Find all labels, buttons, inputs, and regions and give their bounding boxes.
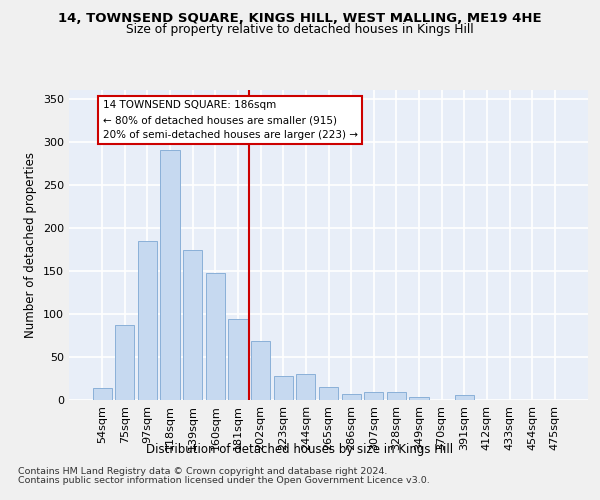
- Bar: [206, 274, 225, 400]
- Bar: [92, 388, 112, 400]
- Text: 14, TOWNSEND SQUARE, KINGS HILL, WEST MALLING, ME19 4HE: 14, TOWNSEND SQUARE, KINGS HILL, WEST MA…: [58, 12, 542, 26]
- Bar: [409, 398, 428, 400]
- Bar: [341, 394, 361, 400]
- Text: Contains HM Land Registry data © Crown copyright and database right 2024.: Contains HM Land Registry data © Crown c…: [18, 467, 388, 476]
- Bar: [455, 395, 474, 400]
- Bar: [296, 374, 316, 400]
- Bar: [183, 250, 202, 400]
- Text: Distribution of detached houses by size in Kings Hill: Distribution of detached houses by size …: [146, 442, 454, 456]
- Bar: [319, 387, 338, 400]
- Text: 14 TOWNSEND SQUARE: 186sqm
← 80% of detached houses are smaller (915)
20% of sem: 14 TOWNSEND SQUARE: 186sqm ← 80% of deta…: [103, 100, 358, 140]
- Bar: [229, 319, 248, 400]
- Bar: [387, 392, 406, 400]
- Text: Size of property relative to detached houses in Kings Hill: Size of property relative to detached ho…: [126, 22, 474, 36]
- Bar: [274, 376, 293, 400]
- Bar: [138, 240, 157, 400]
- Bar: [364, 392, 383, 400]
- Bar: [115, 325, 134, 400]
- Bar: [160, 150, 180, 400]
- Text: Contains public sector information licensed under the Open Government Licence v3: Contains public sector information licen…: [18, 476, 430, 485]
- Bar: [251, 342, 270, 400]
- Y-axis label: Number of detached properties: Number of detached properties: [25, 152, 37, 338]
